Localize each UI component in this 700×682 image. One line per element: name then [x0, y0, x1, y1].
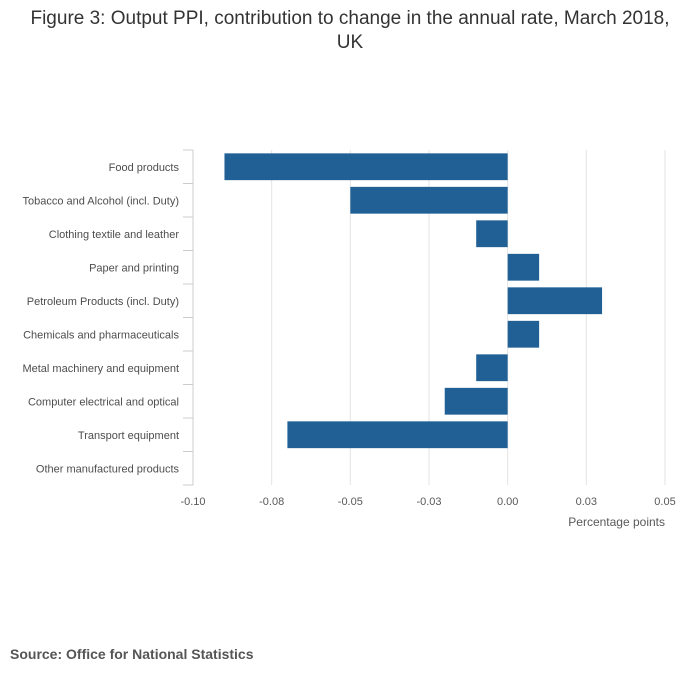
x-tick-label: 0.03 [576, 496, 597, 508]
x-tick-label: 0.00 [497, 496, 518, 508]
bar [476, 354, 508, 382]
x-tick-label: -0.03 [416, 496, 441, 508]
source-note: Source: Office for National Statistics [10, 646, 254, 662]
category-label: Petroleum Products (incl. Duty) [27, 296, 179, 308]
bar [350, 186, 508, 214]
category-label: Transport equipment [78, 430, 179, 442]
category-label: Paper and printing [89, 262, 179, 274]
x-tick-label: -0.10 [180, 496, 205, 508]
x-tick-label: -0.05 [338, 496, 363, 508]
category-label: Other manufactured products [36, 463, 180, 475]
category-label: Computer electrical and optical [28, 396, 179, 408]
category-label: Metal machinery and equipment [22, 363, 179, 375]
x-axis-title: Percentage points [568, 515, 665, 529]
category-label: Food products [109, 162, 180, 174]
category-label: Tobacco and Alcohol (incl. Duty) [22, 195, 179, 207]
category-label: Clothing textile and leather [49, 229, 180, 241]
bar [507, 287, 603, 315]
chart-title: Figure 3: Output PPI, contribution to ch… [20, 7, 680, 55]
chart-title-line-2: UK [336, 32, 364, 53]
bar [476, 220, 508, 248]
category-label: Chemicals and pharmaceuticals [23, 329, 179, 341]
x-tick-label: -0.08 [259, 496, 284, 508]
bar [444, 387, 508, 415]
x-tick-label: 0.05 [654, 496, 675, 508]
bar [507, 253, 540, 281]
bar [507, 320, 540, 348]
bar [287, 421, 508, 449]
chart-title-line-1: Figure 3: Output PPI, contribution to ch… [30, 8, 670, 29]
bar [224, 153, 508, 181]
